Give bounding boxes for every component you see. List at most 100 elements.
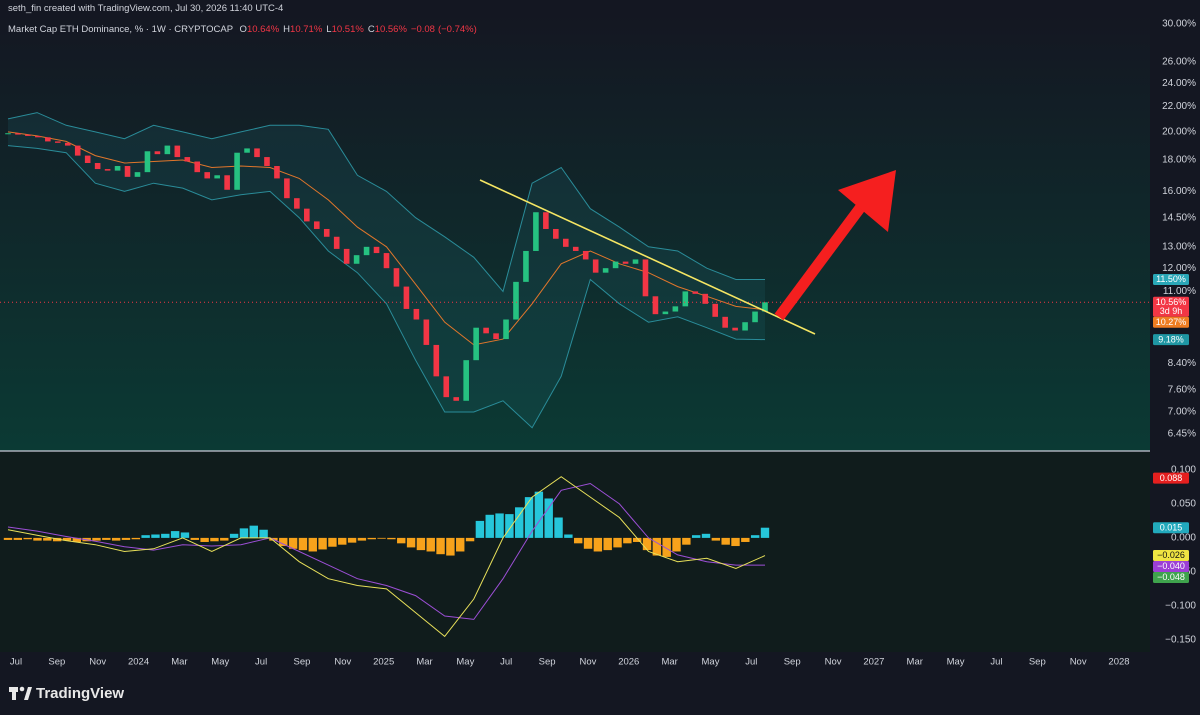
histogram-bar — [603, 537, 612, 551]
band-lower — [7, 145, 766, 429]
credit: seth_fin created with TradingView.com, J… — [8, 3, 284, 14]
x-tick-label: Jul — [500, 657, 512, 668]
candle — [264, 157, 270, 167]
histogram-bar — [711, 537, 721, 541]
y-tick-label: 22.00% — [1162, 101, 1196, 112]
y-tick-label: 11.00% — [1163, 286, 1196, 297]
histogram-bar — [3, 537, 13, 540]
band-upper — [7, 112, 765, 293]
candle — [154, 151, 161, 155]
histogram-bar — [750, 535, 760, 538]
x-tick-label: Nov — [334, 657, 351, 668]
x-tick-label: Jul — [745, 657, 757, 668]
badge-label: 10.27% — [1156, 317, 1187, 327]
y-tick-label: 16.00% — [1162, 186, 1196, 197]
histogram-bar — [92, 537, 101, 541]
histogram-bar — [298, 537, 308, 551]
ohlc-key: C — [367, 24, 375, 35]
candle — [184, 157, 191, 162]
y-tick-label: 20.00% — [1162, 127, 1196, 138]
histogram-bar — [554, 517, 563, 538]
histogram-bar — [387, 537, 396, 540]
candle — [55, 141, 61, 143]
candle — [353, 255, 360, 264]
candle — [74, 145, 81, 156]
candle — [304, 208, 310, 222]
y-tick-label: 0.100 — [1171, 465, 1196, 476]
histogram-bar — [23, 537, 32, 540]
candle — [642, 259, 649, 297]
y-tick-label: 12.00% — [1162, 263, 1196, 274]
legend: Market Cap ETH Dominance, % · 1W · CRYPT… — [8, 24, 477, 35]
candle — [224, 175, 230, 190]
histogram-bar — [347, 537, 357, 543]
x-tick-label: Sep — [294, 657, 311, 668]
candle — [632, 259, 639, 264]
histogram-bar — [151, 534, 160, 538]
candle — [64, 142, 71, 146]
badge-label: 0.015 — [1160, 522, 1183, 532]
histogram-bar — [436, 537, 445, 555]
histogram-bar — [632, 537, 642, 542]
x-tick-label: Sep — [48, 657, 65, 668]
ohlc-key: O — [239, 24, 247, 35]
ohlc-value: 10.51% — [331, 24, 364, 35]
histogram-bar — [377, 537, 386, 539]
candle — [413, 308, 420, 320]
change-pct: (−0.74%) — [437, 24, 477, 35]
x-tick-label: Sep — [539, 657, 556, 668]
histogram-bar — [210, 537, 219, 542]
candle — [5, 133, 11, 135]
price-badge — [1153, 316, 1189, 328]
y-tick-label: 18.00% — [1162, 155, 1196, 166]
histogram-bar — [338, 537, 347, 545]
candle — [672, 306, 679, 312]
badge-label: −0.040 — [1157, 561, 1185, 571]
histogram-bar — [515, 507, 524, 538]
y-tick-label: −0.100 — [1165, 600, 1196, 611]
histogram-bar — [623, 537, 632, 544]
candle — [752, 311, 758, 323]
symbol-title: Market Cap ETH Dominance, % · 1W · CRYPT… — [8, 24, 233, 35]
histogram-bar — [328, 537, 337, 547]
x-tick-label: Mar — [171, 657, 187, 668]
candle — [323, 228, 330, 237]
x-tick-label: Jul — [10, 657, 22, 668]
price-badge — [1153, 296, 1189, 317]
x-tick-label: Jul — [990, 657, 1002, 668]
candle — [254, 148, 260, 158]
histogram-bar — [544, 498, 553, 538]
candle — [562, 238, 569, 247]
candle — [463, 360, 469, 401]
candle — [383, 253, 390, 269]
histogram-bar — [357, 537, 367, 541]
arrow-shaft — [774, 196, 871, 321]
y-tick-label: 7.00% — [1168, 407, 1196, 418]
histogram-bar — [141, 535, 150, 538]
candle — [114, 166, 121, 171]
y-tick-label: 8.40% — [1168, 358, 1196, 369]
badge-label: 10.56% — [1156, 297, 1187, 307]
candle — [194, 161, 201, 173]
candle — [403, 286, 410, 309]
y-tick-label: 26.00% — [1162, 57, 1196, 68]
histogram-bar — [564, 534, 573, 538]
y-tick-label: 0.050 — [1171, 499, 1196, 510]
red-arrow — [774, 170, 896, 321]
x-tick-label: Nov — [825, 657, 842, 668]
y-tick-label: 7.60% — [1168, 385, 1196, 396]
histogram-bar — [279, 537, 288, 547]
ohlc-key: H — [283, 24, 291, 35]
price-badge — [1153, 472, 1189, 484]
histogram-bar — [495, 513, 504, 538]
candle — [124, 166, 131, 177]
candle — [134, 172, 141, 177]
candle — [25, 134, 31, 136]
histogram-bar — [701, 533, 711, 538]
logo — [9, 686, 32, 700]
histogram-bar — [721, 537, 730, 545]
macd-pane — [0, 452, 1150, 652]
candle — [732, 327, 738, 331]
signal-line — [7, 482, 765, 620]
